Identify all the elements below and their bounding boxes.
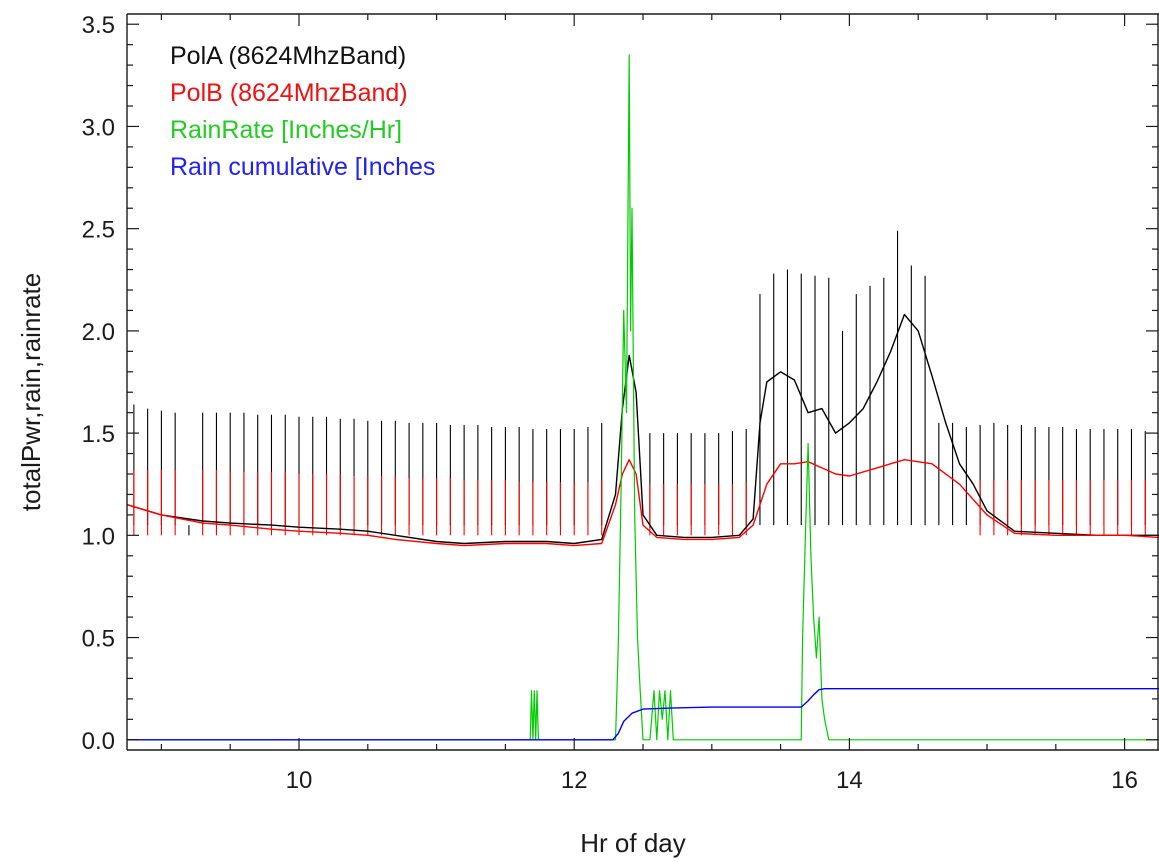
legend-entry-rain-cumulative: Rain cumulative [Inches — [170, 153, 435, 181]
series-line-polb — [127, 459, 1159, 547]
legend-entry-pola: PolA (8624MhzBand) — [170, 42, 406, 70]
legend-entry-polb: PolB (8624MhzBand) — [170, 79, 408, 107]
legend: PolA (8624MhzBand) PolB (8624MhzBand) Ra… — [170, 42, 435, 181]
series-line-rain-cumulative — [127, 688, 1159, 741]
y-tick-label: 2.0 — [82, 319, 115, 346]
y-tick-label: 3.5 — [82, 12, 115, 39]
x-tick-label: 14 — [836, 767, 863, 794]
series-line-pola — [127, 313, 1159, 545]
x-tick-label: 16 — [1111, 767, 1138, 794]
plot-lines — [127, 54, 1159, 741]
x-tick-label: 10 — [286, 767, 313, 794]
y-tick-label: 0.0 — [82, 728, 115, 755]
y-axis-label: totalPwr,rain,rainrate — [16, 273, 46, 511]
x-axis-label: Hr of day — [580, 828, 686, 858]
y-tick-label: 1.5 — [82, 421, 115, 448]
y-tick-label: 0.5 — [82, 626, 115, 653]
legend-entry-rainrate: RainRate [Inches/Hr] — [170, 116, 402, 144]
y-tick-label: 3.0 — [82, 114, 115, 141]
plot-area — [127, 54, 1159, 741]
y-tick-label: 1.0 — [82, 523, 115, 550]
x-tick-label: 12 — [561, 767, 588, 794]
y-tick-label: 2.5 — [82, 217, 115, 244]
ticks: 10 12 14 16 0.0 0.5 1.0 1.5 2.0 2.5 3.0 3.5 — [82, 12, 1158, 794]
